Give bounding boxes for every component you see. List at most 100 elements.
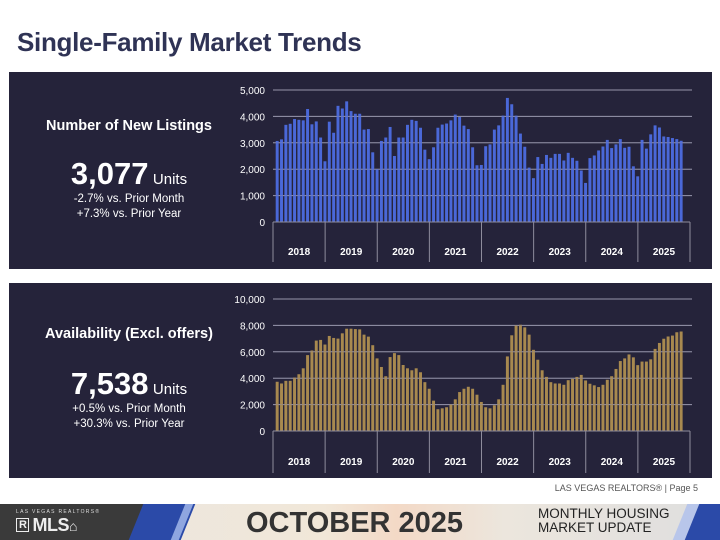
y-tick-label: 0 — [259, 218, 265, 229]
data-bar — [618, 139, 622, 222]
x-tick-label: 2020 — [392, 457, 415, 468]
data-bar — [514, 115, 518, 222]
data-bar — [479, 164, 483, 222]
availability-unit: Units — [152, 381, 188, 398]
data-bar — [349, 328, 353, 431]
data-bar — [631, 357, 635, 431]
x-tick-label: 2019 — [340, 457, 363, 468]
data-bar — [297, 119, 301, 222]
data-bar — [436, 127, 440, 222]
data-bar — [353, 113, 357, 222]
data-bar — [466, 386, 470, 431]
availability-mom: +0.5% vs. Prior Month — [72, 403, 186, 415]
data-bar — [419, 372, 422, 431]
data-bar — [314, 340, 318, 431]
availability-bar-chart: 0 2,000 4,000 6,000 8,000 10,000 2018 2019 2020 2… — [234, 295, 692, 473]
data-bar — [640, 361, 644, 431]
data-bar — [558, 153, 561, 222]
data-bar — [475, 394, 479, 431]
new-listings-label: Number of New Listings — [46, 118, 212, 134]
data-bar — [397, 355, 401, 431]
data-bar — [670, 138, 674, 222]
data-bar — [571, 378, 575, 431]
data-bar — [310, 350, 314, 431]
data-bar — [640, 139, 644, 222]
report-month: OCTOBER 2025 — [246, 507, 464, 539]
data-bar — [649, 359, 653, 431]
data-bar — [332, 337, 336, 431]
availability-label: Availability (Excl. offers) — [45, 326, 213, 342]
data-bar — [475, 165, 479, 222]
data-bar — [336, 105, 340, 222]
data-bar — [601, 146, 605, 222]
data-bar — [392, 353, 396, 431]
data-bar — [597, 387, 601, 431]
data-bar — [388, 126, 392, 222]
new-listings-kpi: Number of New Listings 3,077 Units -2.7%… — [9, 118, 249, 222]
data-bar — [445, 407, 449, 431]
availability-value: 7,538 — [70, 366, 149, 401]
y-tick-label: 3,000 — [240, 139, 265, 150]
new-listings-panel: Number of New Listings 3,077 Units -2.7%… — [9, 72, 712, 269]
data-bar — [492, 405, 496, 431]
data-bar — [571, 157, 575, 222]
data-bar — [584, 182, 588, 222]
data-bar — [488, 408, 492, 431]
data-bar — [549, 157, 553, 222]
data-bar — [610, 376, 614, 431]
data-bar — [553, 153, 557, 222]
data-bar — [479, 401, 483, 431]
data-bar — [653, 348, 657, 431]
data-bar — [501, 115, 505, 222]
data-bar — [406, 368, 409, 431]
data-bar — [327, 121, 331, 222]
data-bar — [301, 120, 305, 222]
data-bar — [332, 132, 336, 222]
logo-tagline: LAS VEGAS REALTORS® — [16, 509, 101, 515]
data-bar — [384, 137, 388, 222]
y-tick-label: 0 — [259, 427, 265, 438]
data-bar — [301, 368, 305, 431]
data-bar — [662, 136, 666, 222]
data-bar — [518, 133, 522, 222]
x-tick-label: 2021 — [444, 247, 467, 258]
data-bar — [601, 384, 605, 431]
data-bar — [453, 114, 457, 222]
data-bar — [401, 365, 405, 431]
data-bar — [427, 388, 431, 431]
x-tick-label: 2024 — [601, 457, 624, 468]
data-bar — [310, 124, 314, 222]
data-bar — [497, 125, 501, 222]
data-bar — [471, 147, 475, 222]
data-bar — [397, 137, 401, 222]
data-bar — [579, 170, 583, 222]
data-bar — [558, 383, 561, 431]
data-bar — [440, 408, 444, 431]
data-bar — [531, 178, 535, 222]
data-bar — [592, 155, 596, 222]
data-bar — [340, 333, 344, 431]
data-bar — [497, 399, 501, 431]
data-bar — [510, 104, 514, 222]
house-icon: ⌂ — [68, 518, 77, 534]
page-title: Single-Family Market Trends — [17, 27, 362, 57]
data-bar — [510, 335, 514, 431]
data-bar — [436, 409, 440, 431]
x-tick-label: 2023 — [549, 247, 572, 258]
data-bar — [536, 157, 540, 222]
data-bar — [371, 152, 375, 222]
data-bar — [297, 374, 301, 431]
y-tick-label: 5,000 — [240, 86, 265, 97]
data-bar — [423, 382, 427, 431]
data-bar — [527, 167, 531, 222]
data-bar — [644, 361, 648, 431]
y-tick-label: 4,000 — [240, 374, 265, 385]
data-bar — [592, 385, 596, 431]
data-bar — [414, 368, 418, 431]
data-bar — [319, 137, 323, 222]
data-bar — [340, 108, 344, 222]
data-bar — [588, 158, 592, 222]
footer-banner: LAS VEGAS REALTORS® R MLS⌂ OCTOBER 2025 M… — [0, 504, 720, 540]
data-bar — [657, 342, 661, 431]
data-bar — [597, 150, 601, 222]
